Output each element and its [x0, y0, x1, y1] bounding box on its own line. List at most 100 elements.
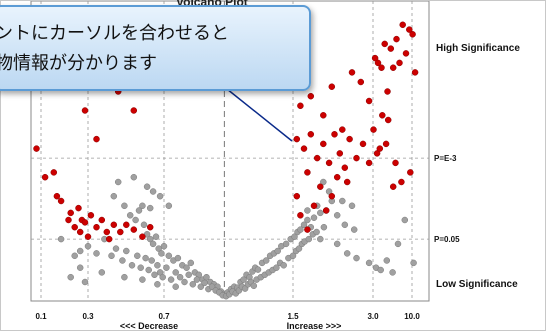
- data-point-significant[interactable]: [304, 169, 311, 176]
- data-point-significant[interactable]: [407, 169, 414, 176]
- data-point-significant[interactable]: [71, 223, 78, 231]
- data-point-significant[interactable]: [130, 226, 138, 233]
- data-point-nonsignificant[interactable]: [254, 266, 262, 273]
- data-point-significant[interactable]: [81, 219, 89, 226]
- data-point-nonsignificant[interactable]: [71, 252, 78, 260]
- data-point-significant[interactable]: [393, 35, 400, 43]
- data-point-significant[interactable]: [411, 69, 419, 76]
- data-point-nonsignificant[interactable]: [343, 250, 351, 257]
- data-point-nonsignificant[interactable]: [304, 207, 311, 214]
- data-point-significant[interactable]: [297, 102, 304, 110]
- data-point-significant[interactable]: [50, 169, 58, 176]
- data-point-significant[interactable]: [93, 135, 100, 143]
- data-point-significant[interactable]: [310, 202, 318, 210]
- data-point-significant[interactable]: [110, 221, 118, 229]
- data-point-nonsignificant[interactable]: [98, 269, 106, 276]
- data-point-significant[interactable]: [374, 59, 382, 67]
- data-point-nonsignificant[interactable]: [159, 273, 166, 281]
- data-point-nonsignificant[interactable]: [165, 202, 173, 210]
- data-point-significant[interactable]: [406, 26, 413, 33]
- data-point-nonsignificant[interactable]: [158, 250, 165, 257]
- data-point-significant[interactable]: [370, 126, 377, 133]
- data-point-significant[interactable]: [130, 107, 138, 114]
- data-point-significant[interactable]: [365, 159, 373, 167]
- data-point-nonsignificant[interactable]: [139, 202, 146, 210]
- data-point-nonsignificant[interactable]: [146, 235, 154, 243]
- data-point-nonsignificant[interactable]: [410, 259, 417, 267]
- data-point-nonsignificant[interactable]: [174, 254, 182, 262]
- data-point-significant[interactable]: [333, 173, 341, 181]
- data-point-nonsignificant[interactable]: [187, 259, 195, 267]
- data-point-nonsignificant[interactable]: [377, 266, 384, 274]
- data-point-significant[interactable]: [53, 192, 61, 200]
- data-point-significant[interactable]: [76, 228, 84, 236]
- data-point-nonsignificant[interactable]: [154, 262, 161, 269]
- data-point-nonsignificant[interactable]: [84, 242, 92, 250]
- data-point-significant[interactable]: [398, 178, 405, 186]
- data-point-significant[interactable]: [93, 223, 100, 231]
- data-point-significant[interactable]: [84, 233, 92, 240]
- data-point-nonsignificant[interactable]: [172, 269, 179, 276]
- data-point-nonsignificant[interactable]: [128, 262, 136, 269]
- data-point-significant[interactable]: [382, 140, 390, 148]
- data-point-significant[interactable]: [103, 228, 111, 236]
- data-point-nonsignificant[interactable]: [339, 197, 346, 205]
- data-point-nonsignificant[interactable]: [132, 216, 139, 224]
- data-point-nonsignificant[interactable]: [154, 281, 161, 288]
- data-point-significant[interactable]: [105, 235, 113, 243]
- data-point-nonsignificant[interactable]: [305, 235, 313, 243]
- data-point-nonsignificant[interactable]: [274, 247, 281, 255]
- data-point-nonsignificant[interactable]: [93, 250, 100, 257]
- data-point-nonsignificant[interactable]: [143, 183, 151, 190]
- data-point-significant[interactable]: [339, 126, 346, 133]
- data-point-nonsignificant[interactable]: [389, 269, 396, 276]
- data-point-nonsignificant[interactable]: [139, 276, 146, 283]
- data-point-nonsignificant[interactable]: [163, 264, 170, 271]
- data-point-nonsignificant[interactable]: [197, 283, 205, 290]
- data-point-significant[interactable]: [381, 40, 388, 48]
- data-point-significant[interactable]: [392, 159, 399, 167]
- data-point-nonsignificant[interactable]: [291, 233, 298, 240]
- data-point-nonsignificant[interactable]: [304, 216, 311, 224]
- data-point-nonsignificant[interactable]: [401, 216, 409, 224]
- data-point-significant[interactable]: [346, 135, 353, 143]
- data-point-nonsignificant[interactable]: [289, 252, 297, 260]
- data-point-nonsignificant[interactable]: [365, 259, 373, 267]
- data-point-nonsignificant[interactable]: [394, 240, 402, 248]
- data-point-nonsignificant[interactable]: [353, 254, 360, 262]
- data-point-nonsignificant[interactable]: [317, 209, 324, 217]
- data-point-nonsignificant[interactable]: [320, 223, 328, 231]
- data-point-significant[interactable]: [353, 154, 360, 162]
- data-point-significant[interactable]: [376, 145, 384, 152]
- data-point-significant[interactable]: [139, 233, 146, 240]
- data-point-nonsignificant[interactable]: [81, 278, 89, 286]
- data-point-nonsignificant[interactable]: [333, 240, 341, 248]
- data-point-significant[interactable]: [307, 92, 315, 100]
- data-point-significant[interactable]: [331, 131, 338, 138]
- data-point-significant[interactable]: [379, 112, 386, 119]
- data-point-nonsignificant[interactable]: [76, 247, 84, 255]
- data-point-nonsignificant[interactable]: [310, 214, 318, 221]
- data-point-nonsignificant[interactable]: [300, 221, 308, 229]
- data-point-nonsignificant[interactable]: [156, 192, 164, 200]
- data-point-significant[interactable]: [325, 159, 333, 167]
- data-point-significant[interactable]: [98, 216, 106, 224]
- data-point-nonsignificant[interactable]: [67, 273, 74, 281]
- data-point-significant[interactable]: [336, 150, 344, 157]
- data-point-nonsignificant[interactable]: [121, 273, 128, 281]
- data-point-nonsignificant[interactable]: [282, 240, 290, 248]
- data-point-nonsignificant[interactable]: [146, 204, 154, 212]
- data-point-nonsignificant[interactable]: [149, 240, 157, 248]
- data-point-significant[interactable]: [348, 69, 356, 76]
- data-point-nonsignificant[interactable]: [181, 278, 188, 286]
- data-point-nonsignificant[interactable]: [148, 257, 155, 264]
- data-point-significant[interactable]: [322, 207, 330, 214]
- data-point-nonsignificant[interactable]: [185, 271, 192, 279]
- data-point-significant[interactable]: [328, 192, 336, 200]
- data-point-significant[interactable]: [57, 197, 65, 205]
- data-point-nonsignificant[interactable]: [280, 262, 287, 269]
- data-point-nonsignificant[interactable]: [149, 188, 157, 195]
- data-point-nonsignificant[interactable]: [110, 192, 118, 200]
- data-point-nonsignificant[interactable]: [142, 254, 149, 262]
- data-point-nonsignificant[interactable]: [108, 252, 115, 260]
